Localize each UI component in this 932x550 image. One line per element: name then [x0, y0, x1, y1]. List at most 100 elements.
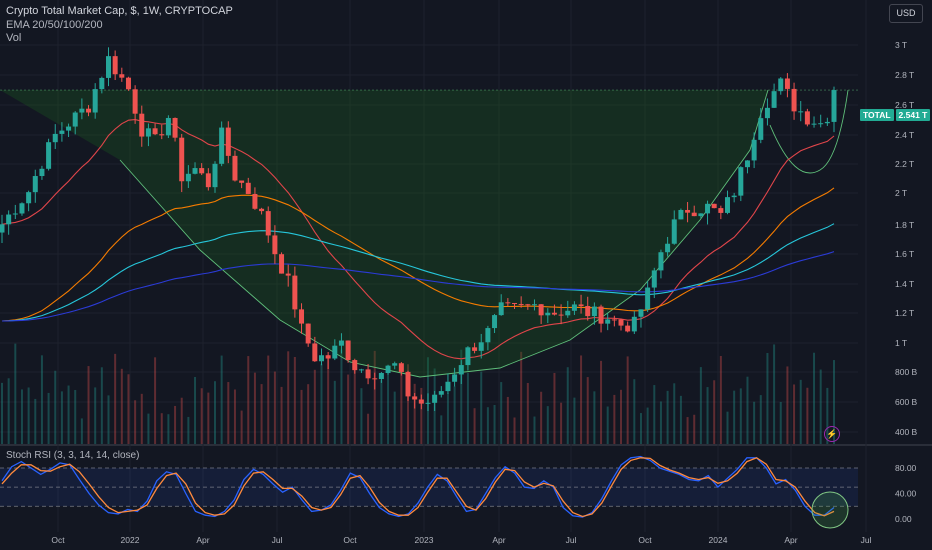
y-tick-label: 2.4 T	[895, 130, 914, 140]
volume-bar	[526, 382, 529, 444]
candle-body	[425, 402, 431, 404]
stoch-rsi-legend: Stoch RSI (3, 3, 14, 14, close)	[6, 450, 140, 461]
candle-body	[492, 315, 498, 329]
candle-body	[245, 182, 251, 194]
volume-bar	[14, 343, 17, 444]
candle-body	[458, 365, 464, 375]
volume-bar	[180, 397, 183, 444]
volume-bar	[327, 354, 330, 444]
candle-body	[105, 56, 111, 78]
candle-body	[159, 134, 165, 136]
candle-body	[452, 374, 458, 382]
candle-body	[665, 243, 671, 253]
volume-bar	[407, 364, 410, 444]
candle-body	[811, 123, 817, 125]
candle-body	[738, 167, 744, 196]
candle-body	[551, 312, 557, 315]
y-tick-label: 2.6 T	[895, 100, 914, 110]
candle-body	[618, 319, 624, 326]
candle-body	[558, 314, 564, 316]
volume-bar	[54, 370, 57, 444]
candle-body	[465, 347, 471, 366]
candle-body	[412, 396, 418, 400]
volume-bar	[27, 387, 30, 444]
candle-body	[538, 304, 544, 316]
y-tick-label: 400 B	[895, 427, 918, 437]
candle-body	[778, 78, 784, 92]
chart-title: Crypto Total Market Cap, $, 1W, CRYPTOCA…	[6, 5, 233, 17]
volume-bar	[247, 356, 250, 444]
candle-body	[292, 275, 298, 310]
lightning-icon[interactable]: ⚡	[824, 426, 840, 442]
volume-bar	[759, 395, 762, 444]
volume-bar	[699, 367, 702, 444]
volume-bar	[706, 387, 709, 444]
candle-body	[405, 371, 411, 397]
volume-bar	[307, 384, 310, 444]
y-tick-label: 800 B	[895, 367, 918, 377]
candle-body	[172, 117, 178, 138]
volume-bar	[666, 390, 669, 444]
candle-body	[478, 342, 484, 351]
volume-bar	[320, 363, 323, 444]
candle-body	[112, 56, 118, 75]
candle-body	[751, 139, 757, 161]
volume-bar	[7, 378, 10, 444]
candle-body	[565, 310, 571, 316]
volume-bar	[826, 387, 829, 444]
candle-body	[731, 195, 737, 198]
volume-bar	[786, 366, 789, 444]
volume-bar	[160, 413, 163, 444]
stoch-y-tick-label: 40.00	[895, 489, 917, 499]
candle-body	[698, 213, 704, 217]
candle-body	[398, 363, 404, 372]
last-price-tag: TOTAL 2.541 T	[860, 109, 931, 121]
volume-bar	[493, 404, 496, 444]
x-tick-label: Oct	[51, 535, 65, 545]
volume-bar	[480, 371, 483, 444]
candle-body	[625, 325, 631, 332]
volume-bar	[287, 351, 290, 444]
candle-body	[225, 127, 231, 156]
candle-body	[432, 394, 438, 403]
volume-bar	[107, 395, 110, 444]
volume-bar	[659, 401, 662, 444]
volume-bar	[693, 414, 696, 444]
candle-body	[305, 323, 311, 344]
candle-body	[272, 235, 278, 255]
candle-body	[518, 304, 524, 306]
volume-bar	[74, 389, 77, 444]
candle-body	[318, 355, 324, 362]
volume-bar	[87, 366, 90, 444]
candle-body	[824, 121, 830, 124]
volume-bar	[466, 372, 469, 444]
candle-body	[651, 270, 657, 288]
candle-body	[578, 304, 584, 307]
volume-bar	[713, 380, 716, 444]
candle-body	[472, 347, 478, 351]
volume-bar	[546, 406, 549, 444]
cup-arc	[119, 89, 769, 378]
volume-bar	[719, 355, 722, 444]
candle-body	[784, 78, 790, 89]
candle-body	[718, 208, 724, 213]
volume-bar	[260, 384, 263, 444]
candle-body	[605, 319, 611, 324]
volume-bar	[533, 416, 536, 444]
volume-bar	[400, 366, 403, 444]
candle-body	[252, 193, 258, 209]
volume-bar	[273, 371, 276, 444]
candle-body	[685, 209, 691, 213]
volume-bar	[733, 390, 736, 444]
x-tick-label: 2023	[415, 535, 434, 545]
volume-bar	[793, 384, 796, 444]
candle-body	[39, 168, 45, 177]
currency-button[interactable]: USD	[889, 4, 923, 23]
x-tick-label: 2024	[709, 535, 728, 545]
volume-bar	[154, 357, 157, 444]
volume-bar	[613, 394, 616, 444]
volume-bar	[340, 349, 343, 444]
candle-body	[418, 399, 424, 404]
candle-body	[86, 108, 92, 113]
